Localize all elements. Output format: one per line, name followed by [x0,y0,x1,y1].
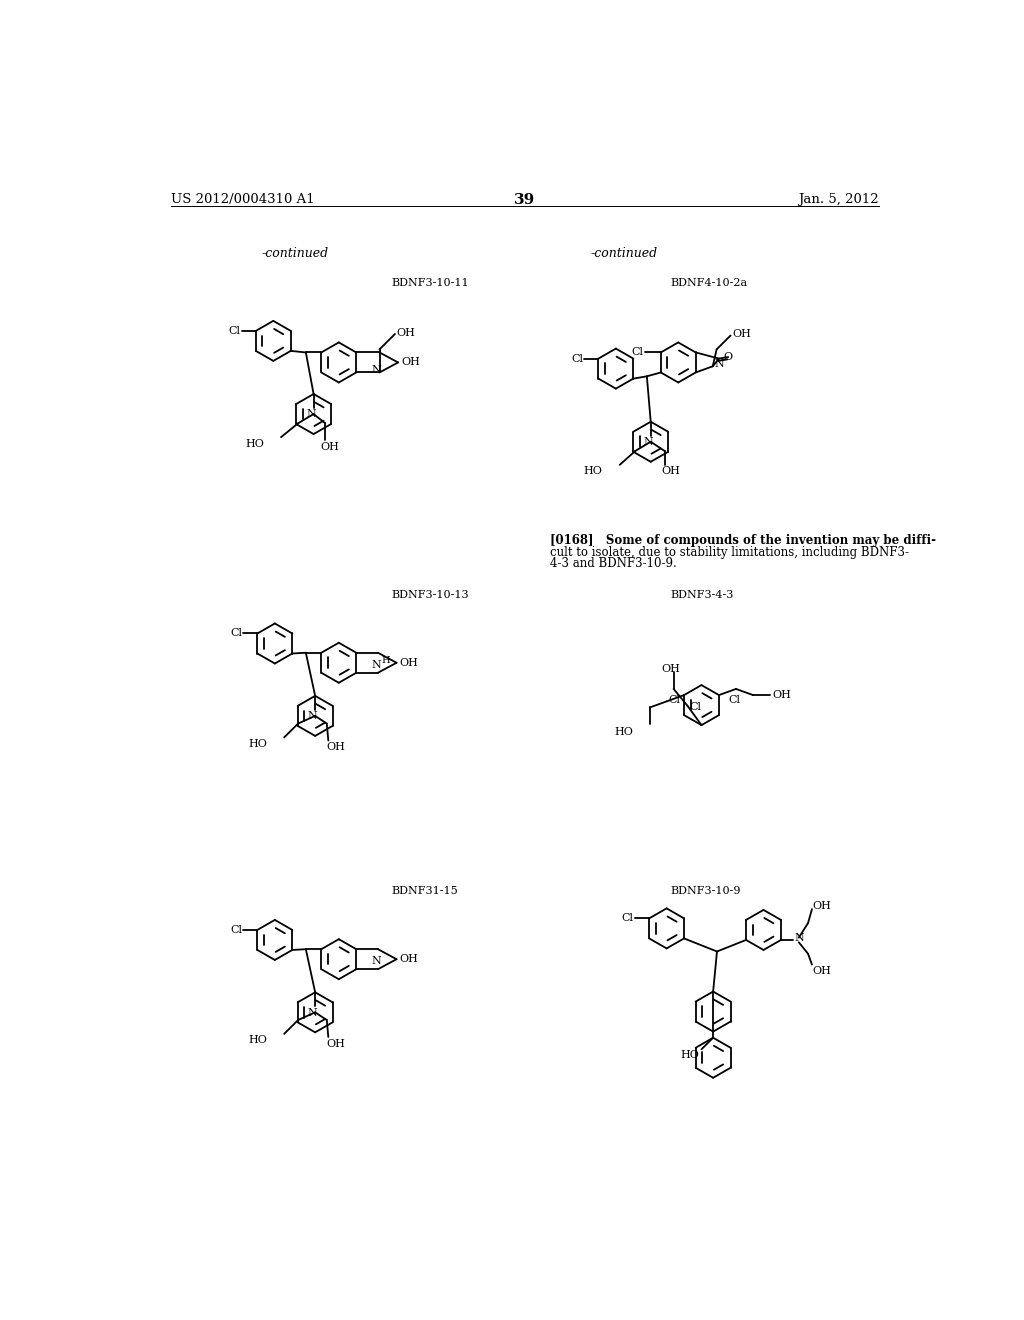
Text: BDNF3-10-9: BDNF3-10-9 [671,886,741,896]
Text: OH: OH [321,442,339,451]
Text: Cl: Cl [622,913,634,924]
Text: HO: HO [245,438,264,449]
Text: Cl: Cl [632,347,644,358]
Text: HO: HO [680,1051,699,1060]
Text: OH: OH [399,657,419,668]
Text: O: O [724,352,733,362]
Text: OH: OH [396,327,416,338]
Text: OH: OH [327,742,346,752]
Text: OH: OH [399,954,419,964]
Text: N: N [795,933,804,942]
Text: N: N [715,359,724,370]
Text: 4-3 and BDNF3-10-9.: 4-3 and BDNF3-10-9. [550,557,677,570]
Text: OH: OH [772,690,792,700]
Text: N: N [372,366,381,375]
Text: Cl: Cl [728,696,740,705]
Text: cult to isolate, due to stability limitations, including BDNF3-: cult to isolate, due to stability limita… [550,545,909,558]
Text: Cl: Cl [690,702,701,711]
Text: US 2012/0004310 A1: US 2012/0004310 A1 [171,193,314,206]
Text: H: H [382,656,390,665]
Text: BDNF4-10-2a: BDNF4-10-2a [671,277,748,288]
Text: HO: HO [614,727,633,738]
Text: N: N [306,409,316,420]
Text: 39: 39 [514,193,536,207]
Text: OH: OH [812,902,830,911]
Text: Cl: Cl [228,326,241,335]
Text: Jan. 5, 2012: Jan. 5, 2012 [799,193,879,206]
Text: Cl: Cl [230,925,242,935]
Text: OH: OH [327,1039,346,1048]
Text: Cl: Cl [669,696,681,705]
Text: N: N [643,437,653,447]
Text: HO: HO [584,466,603,477]
Text: OH: OH [662,466,681,477]
Text: OH: OH [732,330,751,339]
Text: OH: OH [401,358,420,367]
Text: N: N [372,956,381,966]
Text: N: N [308,1007,317,1018]
Text: BDNF3-10-13: BDNF3-10-13 [391,590,469,599]
Text: BDNF3-10-11: BDNF3-10-11 [391,277,469,288]
Text: N: N [372,660,381,669]
Text: OH: OH [662,664,680,675]
Text: HO: HO [248,739,267,748]
Text: [0168]   Some of compounds of the invention may be diffi-: [0168] Some of compounds of the inventio… [550,535,936,548]
Text: N: N [308,711,317,721]
Text: -continued: -continued [261,247,328,260]
Text: Cl: Cl [230,628,242,639]
Text: BDNF3-4-3: BDNF3-4-3 [671,590,734,599]
Text: Cl: Cl [571,354,583,363]
Text: OH: OH [812,966,830,975]
Text: HO: HO [248,1035,267,1045]
Text: BDNF31-15: BDNF31-15 [391,886,459,896]
Text: -continued: -continued [591,247,657,260]
